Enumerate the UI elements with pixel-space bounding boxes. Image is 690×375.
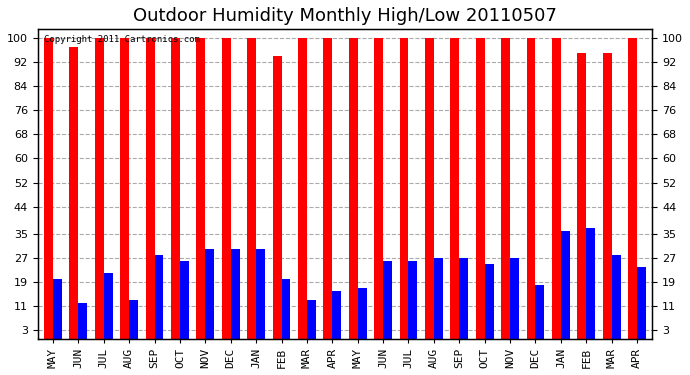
Bar bbox=[273, 56, 282, 339]
Bar bbox=[197, 38, 206, 339]
Bar bbox=[425, 38, 434, 339]
Bar bbox=[206, 249, 214, 339]
Bar bbox=[552, 38, 561, 339]
Bar bbox=[307, 300, 316, 339]
Bar bbox=[120, 38, 129, 339]
Bar bbox=[476, 38, 484, 339]
Bar bbox=[628, 38, 637, 339]
Bar bbox=[282, 279, 290, 339]
Bar bbox=[510, 258, 519, 339]
Bar bbox=[53, 279, 62, 339]
Bar bbox=[70, 47, 78, 339]
Bar bbox=[349, 38, 357, 339]
Bar bbox=[247, 38, 256, 339]
Bar bbox=[561, 231, 570, 339]
Bar bbox=[298, 38, 307, 339]
Bar bbox=[383, 261, 392, 339]
Bar bbox=[357, 288, 366, 339]
Bar bbox=[586, 228, 595, 339]
Bar bbox=[408, 261, 417, 339]
Bar bbox=[612, 255, 620, 339]
Text: Copyright 2011 Cartronics.com: Copyright 2011 Cartronics.com bbox=[43, 36, 199, 45]
Bar bbox=[333, 291, 341, 339]
Bar bbox=[451, 38, 460, 339]
Bar bbox=[230, 249, 239, 339]
Bar bbox=[180, 261, 189, 339]
Bar bbox=[95, 38, 103, 339]
Bar bbox=[460, 258, 469, 339]
Bar bbox=[221, 38, 230, 339]
Bar bbox=[78, 303, 87, 339]
Bar bbox=[374, 38, 383, 339]
Bar bbox=[484, 264, 493, 339]
Bar bbox=[155, 255, 164, 339]
Bar bbox=[434, 258, 443, 339]
Bar bbox=[104, 273, 112, 339]
Title: Outdoor Humidity Monthly High/Low 20110507: Outdoor Humidity Monthly High/Low 201105… bbox=[133, 7, 557, 25]
Bar bbox=[501, 38, 510, 339]
Bar bbox=[324, 38, 333, 339]
Bar bbox=[535, 285, 544, 339]
Bar bbox=[400, 38, 408, 339]
Bar bbox=[44, 38, 53, 339]
Bar bbox=[526, 38, 535, 339]
Bar bbox=[129, 300, 138, 339]
Bar bbox=[603, 53, 612, 339]
Bar bbox=[256, 249, 265, 339]
Bar bbox=[146, 38, 155, 339]
Bar bbox=[637, 267, 646, 339]
Bar bbox=[578, 53, 586, 339]
Bar bbox=[171, 38, 180, 339]
